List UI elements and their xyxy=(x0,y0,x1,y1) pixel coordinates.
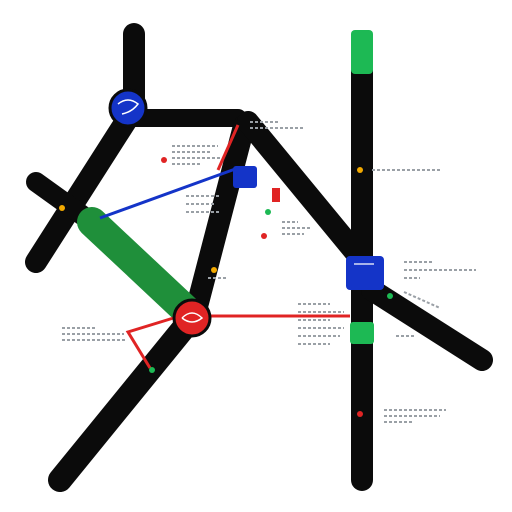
green-line-top xyxy=(351,30,373,74)
station-label xyxy=(282,221,310,235)
station-marker xyxy=(149,367,155,373)
track-left-diagonal xyxy=(25,107,139,273)
red-connector-top xyxy=(216,124,240,171)
station-label xyxy=(384,409,446,423)
station-label xyxy=(186,195,220,213)
station-label xyxy=(62,327,126,341)
node-red-circle[interactable] xyxy=(172,298,212,338)
station-marker xyxy=(387,293,393,299)
track-layer xyxy=(25,23,493,492)
track-right-branch xyxy=(361,279,493,371)
station-label xyxy=(298,303,344,345)
station-marker xyxy=(272,188,280,202)
track-lower-diagonal xyxy=(48,306,204,492)
connector-layer xyxy=(99,124,350,369)
station-marker xyxy=(161,157,167,163)
station-marker xyxy=(261,233,267,239)
station-label xyxy=(404,261,476,279)
node-blue-square-top[interactable] xyxy=(233,166,257,188)
station-markers xyxy=(59,157,393,417)
red-circle-node-icon xyxy=(181,312,204,323)
blue-connector xyxy=(99,166,239,220)
station-marker xyxy=(357,411,363,417)
node-blue-square-right[interactable] xyxy=(346,256,384,290)
red-connector-left xyxy=(125,314,181,369)
label-layer xyxy=(62,121,476,423)
station-marker xyxy=(357,167,363,173)
node-blue-circle[interactable] xyxy=(108,88,148,128)
station-label xyxy=(403,291,441,309)
track-right-diagonal xyxy=(237,111,371,269)
station-marker xyxy=(211,267,217,273)
blue-circle-node-icon xyxy=(117,99,140,115)
station-label xyxy=(172,145,220,165)
node-green-block-right[interactable] xyxy=(350,322,374,344)
station-marker xyxy=(265,209,271,215)
station-label xyxy=(250,121,304,129)
green-line-segment xyxy=(77,207,203,327)
track-center-diagonal xyxy=(183,115,255,329)
station-marker xyxy=(59,205,65,211)
